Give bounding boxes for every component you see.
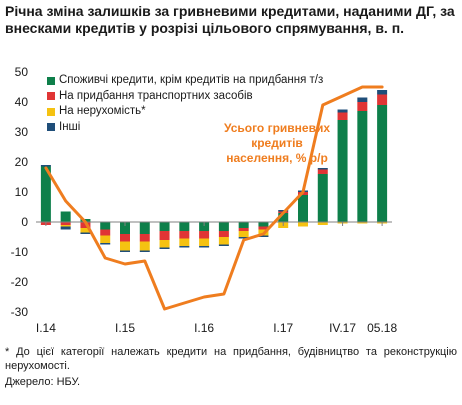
bar-segment	[179, 222, 190, 231]
bar-segment	[218, 244, 229, 246]
bar-segment	[317, 168, 328, 170]
total-line	[44, 85, 384, 311]
bar-segment	[258, 235, 269, 237]
bar-segment	[179, 246, 190, 248]
bar-segment	[80, 228, 91, 233]
legend-label-transport: На придбання транспортних засобів	[59, 89, 253, 102]
bar-segment	[179, 231, 190, 239]
bar-segment	[357, 97, 368, 102]
legend-swatch-real-estate	[47, 107, 55, 116]
bar-segment	[337, 120, 348, 222]
bar-segment	[377, 90, 388, 95]
y-tick-label: -10	[11, 245, 29, 259]
bar-segment	[80, 232, 91, 234]
legend-item-other: Інші	[47, 120, 323, 136]
y-tick-label: 10	[15, 185, 29, 199]
bar-segment	[218, 222, 229, 231]
legend-item-consumer: Споживчі кредити, крім кредитів на придб…	[47, 73, 323, 89]
bar-segment	[40, 166, 51, 222]
y-tick-label: -20	[11, 275, 29, 289]
bar-segment	[60, 226, 71, 230]
bar-segment	[199, 222, 210, 231]
bar-segment	[317, 169, 328, 174]
bar-segment	[139, 222, 150, 234]
bar-segment	[317, 174, 328, 222]
legend-label-other: Інші	[59, 120, 81, 133]
bar-segment	[238, 222, 249, 228]
bar-segment	[258, 226, 269, 230]
legend-swatch-other	[47, 123, 55, 132]
bar-segment	[337, 112, 348, 120]
bar-segment	[238, 237, 249, 239]
bar-segment	[100, 235, 111, 243]
legend-swatch-consumer	[47, 76, 55, 85]
bar-segment	[357, 111, 368, 222]
bar-segment	[278, 213, 289, 222]
bar-segment	[298, 222, 308, 227]
x-tick-label: IV.17	[329, 321, 356, 335]
bar-segment	[238, 231, 249, 237]
bar-segment	[159, 231, 170, 240]
bar-segment	[357, 222, 368, 224]
y-tick-label: 40	[15, 95, 29, 109]
bar-segment	[120, 222, 130, 234]
legend-item-real-estate: На нерухомість*	[47, 104, 323, 120]
bar-segment	[238, 228, 249, 231]
x-tick-label: I.17	[273, 321, 293, 335]
bar-segment	[159, 247, 170, 249]
bar-segment	[199, 246, 210, 248]
bar-segment	[120, 241, 130, 251]
x-tick-label: I.14	[36, 321, 56, 335]
chart-legend: Споживчі кредити, крім кредитів на придб…	[47, 73, 323, 135]
y-tick-label: 20	[15, 155, 29, 169]
footnote: * До цієї категорії належать кредити на …	[5, 346, 457, 372]
bar-segment	[100, 229, 111, 236]
x-tick-label: 05.18	[367, 321, 397, 335]
bar-segment	[258, 222, 269, 227]
bar-segment	[139, 234, 150, 242]
bar-segment	[60, 211, 71, 222]
bar-segment	[40, 165, 51, 167]
legend-item-transport: На придбання транспортних засобів	[47, 89, 323, 105]
bar-segment	[120, 250, 130, 252]
y-tick-label: 0	[21, 215, 28, 229]
legend-label-real-estate: На нерухомість*	[59, 105, 146, 117]
legend-label-consumer: Споживчі кредити, крім кредитів на придб…	[59, 74, 324, 86]
bar-segment	[199, 231, 210, 239]
legend-swatch-transport	[47, 92, 55, 101]
chart-title: Річна зміна залишків за гривневими креди…	[5, 3, 455, 36]
bar-segment	[199, 238, 210, 246]
bar-segment	[120, 234, 130, 242]
bar-segment	[298, 195, 308, 222]
bar-segment	[278, 210, 289, 212]
bar-segment	[60, 225, 71, 227]
y-tick-label: 50	[15, 65, 29, 79]
x-tick-label: I.16	[194, 321, 214, 335]
bar-segment	[100, 222, 111, 230]
source-note: Джерело: НБУ.	[5, 376, 81, 388]
bar-segment	[218, 231, 229, 237]
bar-segment	[139, 250, 150, 252]
bar-segment	[159, 240, 170, 248]
bar-segment	[139, 241, 150, 251]
bar-segment	[317, 222, 328, 225]
bar-segment	[60, 222, 71, 225]
bar-segment	[100, 243, 111, 245]
bar-segment	[377, 94, 388, 105]
bar-segment	[357, 102, 368, 111]
bar-segment	[179, 238, 190, 246]
y-tick-label: -30	[11, 305, 29, 319]
total-line-annotation: Усього гривневих кредитів населення, % р…	[223, 121, 331, 165]
bar-segment	[337, 109, 348, 113]
bar-segment	[218, 237, 229, 245]
bar-segment	[159, 222, 170, 231]
y-tick-label: 30	[15, 125, 29, 139]
stacked-bar-chart: -30 -20 -10 0 10 20 30 40 50 I.14 I.15 I.16 I.17 IV.1…	[11, 65, 398, 335]
bar-segment	[377, 105, 388, 222]
x-tick-label: I.15	[115, 321, 135, 335]
